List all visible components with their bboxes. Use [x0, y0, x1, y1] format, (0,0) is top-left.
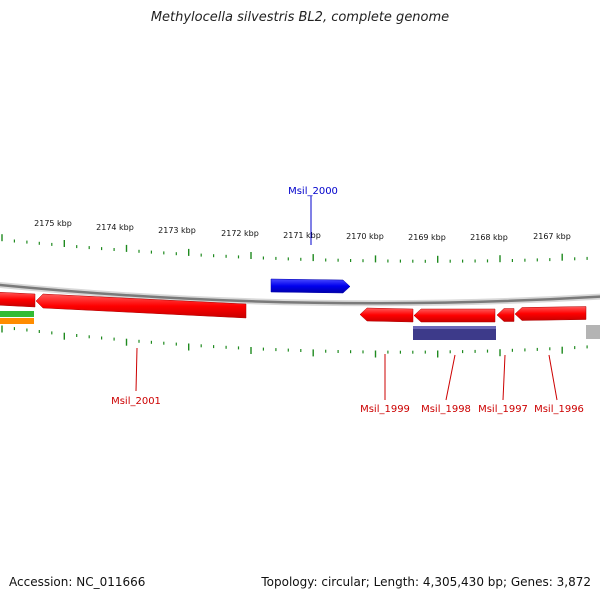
feature-orange-track [0, 318, 34, 324]
accession-text: Accession: NC_011666 [9, 575, 146, 589]
leader-msil-2001 [135, 347, 138, 392]
scale-label-2168: 2168 kbp [470, 233, 508, 242]
label-msil-2001: Msil_2001 [111, 396, 161, 407]
leader-msil-1998 [445, 354, 456, 401]
label-msil-1999: Msil_1999 [360, 404, 410, 415]
gene-msil-1998[interactable] [413, 308, 496, 323]
gene-msil-2001[interactable] [35, 293, 247, 319]
feature-green-track [0, 311, 34, 317]
feature-navy [413, 326, 496, 340]
feature-navy-highlight [413, 326, 496, 329]
label-msil-1998: Msil_1998 [421, 404, 471, 415]
scale-label-2170: 2170 kbp [346, 232, 384, 241]
scale-label-2173: 2173 kbp [158, 226, 196, 235]
leader-msil-1997 [502, 354, 506, 401]
gene-left-partial[interactable] [0, 291, 36, 308]
genome-stats-text: Topology: circular; Length: 4,305,430 bp… [261, 575, 591, 589]
scale-ticks-inner [1, 325, 588, 358]
genome-title: Methylocella silvestris BL2, complete ge… [150, 10, 450, 25]
gene-msil-1996[interactable] [514, 306, 587, 321]
label-msil-1997: Msil_1997 [478, 404, 528, 415]
scale-label-2172: 2172 kbp [221, 229, 259, 238]
label-msil-1996: Msil_1996 [534, 404, 584, 415]
feature-grey [586, 325, 600, 339]
gene-msil-1997[interactable] [496, 308, 515, 322]
scale-labels: 2175 kbp 2174 kbp 2173 kbp 2172 kbp 2171… [34, 219, 571, 242]
gene-msil-1999[interactable] [359, 307, 414, 323]
scale-ticks-outer [1, 234, 588, 263]
scale-label-2171: 2171 kbp [283, 231, 321, 240]
label-msil-2000: Msil_2000 [288, 186, 338, 197]
scale-label-2169: 2169 kbp [408, 233, 446, 242]
scale-label-2174: 2174 kbp [96, 223, 134, 232]
scale-label-2167: 2167 kbp [533, 232, 571, 241]
leader-msil-1996 [548, 354, 558, 401]
genome-backbone-core [0, 283, 600, 305]
gene-msil-2000[interactable] [270, 278, 351, 294]
scale-label-2175: 2175 kbp [34, 219, 72, 228]
